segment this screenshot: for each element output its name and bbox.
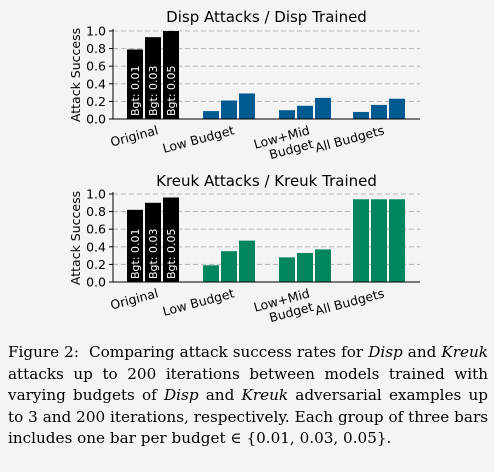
bar-label: Bgt: 0.01 — [129, 228, 142, 279]
bar — [389, 199, 405, 282]
x-tick-label: Original — [109, 285, 160, 312]
y-tick-label: 0.2 — [86, 257, 106, 272]
bar — [221, 251, 237, 282]
bar — [353, 199, 369, 282]
bar — [371, 199, 387, 282]
bar — [239, 240, 255, 282]
x-tick-label-line: Low Budget — [161, 122, 236, 156]
bar — [221, 100, 237, 119]
chart-panel-2: Kreuk Attacks / Kreuk Trained Attack Succ… — [68, 172, 420, 328]
bar — [353, 111, 369, 119]
caption-text-run: adversarial examples up to 3 and 200 ite… — [8, 386, 489, 448]
y-tick-label: 0.8 — [86, 204, 106, 219]
y-tick-label: 1.0 — [86, 24, 106, 39]
bar — [145, 37, 161, 119]
caption-italic-term: Kreuk — [241, 386, 289, 405]
y-axis-label: Attack Success — [68, 28, 83, 122]
x-tick-label: All Budgets — [313, 122, 385, 155]
y-tick-label: 0.8 — [86, 41, 106, 56]
bar — [145, 202, 161, 282]
bar — [203, 111, 219, 119]
y-tick-label: 0.4 — [86, 239, 106, 254]
bar — [203, 265, 219, 282]
y-tick-label: 0.0 — [86, 112, 106, 127]
x-tick-label: Low+MidBudget — [252, 285, 315, 328]
bar — [127, 49, 143, 120]
bar — [297, 252, 313, 282]
caption-italic-term: Kreuk — [441, 343, 488, 361]
bar-label: Bgt: 0.01 — [129, 65, 142, 116]
bar — [279, 257, 295, 282]
bar — [297, 105, 313, 119]
bar-label: Bgt: 0.03 — [147, 228, 160, 279]
y-tick-label: 0.4 — [86, 76, 106, 91]
caption-text-run: attacks up to 200 iterations between mod… — [8, 364, 488, 405]
y-axis-label: Attack Success — [68, 191, 83, 285]
chart-panel-1: Disp Attacks / Disp Trained Attack Succes… — [68, 8, 420, 165]
bar — [163, 197, 179, 282]
caption-text-run: and — [198, 386, 242, 405]
y-tick-label: 0.2 — [86, 94, 106, 109]
x-tick-label-line: Original — [109, 122, 160, 149]
caption-label: Figure 2: — [8, 343, 79, 361]
x-tick-label: Low Budget — [161, 285, 236, 319]
caption-text: Comparing attack success rates for Disp … — [8, 343, 488, 447]
x-tick-label: Original — [109, 122, 160, 149]
bar — [389, 98, 405, 119]
figure: Disp Attacks / Disp Trained Attack Succes… — [68, 8, 420, 328]
x-tick-label-line: Low Budget — [161, 285, 236, 319]
bar — [315, 97, 331, 119]
x-tick-label: All Budgets — [313, 285, 385, 318]
caption-text-run: Comparing attack success rates for — [89, 343, 369, 361]
bar — [127, 209, 143, 282]
chart-title: Disp Attacks / Disp Trained — [166, 8, 367, 26]
x-tick-label: Low Budget — [161, 122, 236, 156]
y-tick-label: 0.6 — [86, 222, 106, 237]
bar — [239, 93, 255, 119]
x-tick-label-line: Original — [109, 285, 160, 312]
bar — [163, 31, 179, 119]
bar-label: Bgt: 0.03 — [147, 65, 160, 116]
caption-italic-term: Disp — [164, 386, 199, 405]
bar-label: Bgt: 0.05 — [165, 228, 178, 279]
bar — [371, 104, 387, 119]
x-tick-label-line: All Budgets — [313, 285, 385, 318]
y-tick-label: 1.0 — [86, 187, 106, 202]
bar — [279, 110, 295, 119]
bar-label: Bgt: 0.05 — [165, 65, 178, 116]
x-tick-label-line: All Budgets — [313, 122, 385, 155]
x-tick-label: Low+MidBudget — [252, 122, 315, 165]
caption-italic-term: Disp — [368, 343, 403, 361]
caption-text-run: and — [402, 343, 442, 361]
figure-caption: Figure 2: Comparing attack success rates… — [8, 342, 488, 450]
y-tick-label: 0.0 — [86, 275, 106, 290]
y-tick-label: 0.6 — [86, 59, 106, 74]
chart-title: Kreuk Attacks / Kreuk Trained — [156, 172, 377, 190]
bar — [315, 249, 331, 282]
